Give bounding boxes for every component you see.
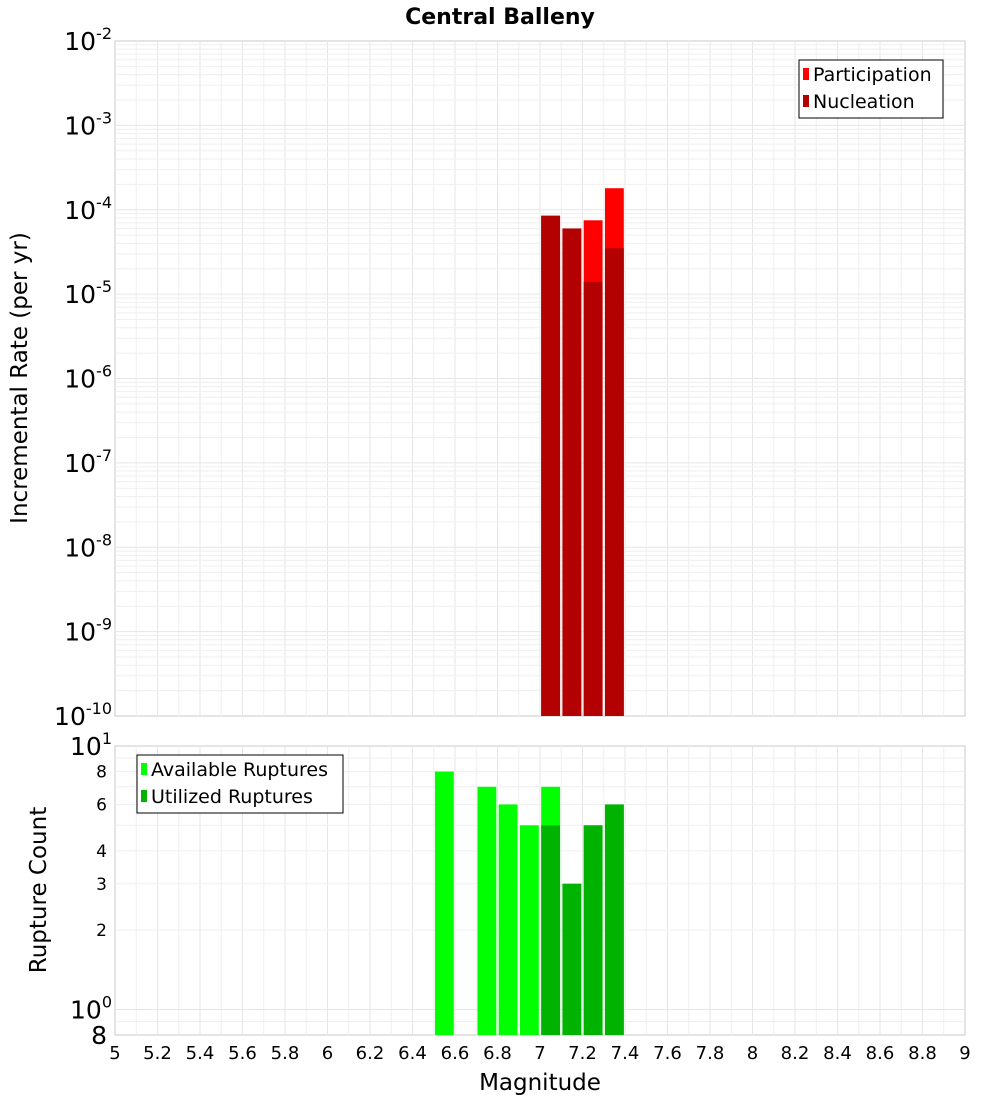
x-tick-label: 8.6 (866, 1043, 895, 1064)
y-tick-label: 100 (70, 992, 112, 1024)
x-tick-label: 6.8 (483, 1043, 512, 1064)
y-tick-label: 10-3 (64, 108, 112, 140)
x-tick-label: 5 (109, 1043, 120, 1064)
legend-frame (798, 59, 944, 119)
utilized-ruptures-bar (562, 883, 582, 1035)
bottom-legend: Available Ruptures Utilized Ruptures (136, 754, 344, 814)
y-tick-label: 10-8 (64, 530, 112, 562)
utilized-ruptures-bar (604, 804, 624, 1035)
nucleation-bar (583, 281, 603, 716)
top-legend: Participation Nucleation (798, 59, 944, 119)
y-tick-label: 101 (70, 729, 112, 761)
x-tick-label: 5.8 (271, 1043, 300, 1064)
available-ruptures-bar (519, 825, 539, 1035)
y-tick-label: 10-5 (64, 277, 112, 309)
x-ticks: 5 5.2 5.4 5.6 5.8 6 6.2 6.4 6.6 6.8 7 7.2 7.4 7.6 7.8 8… (109, 1043, 970, 1064)
x-tick-label: 8.2 (781, 1043, 810, 1064)
x-tick-label: 5.4 (186, 1043, 215, 1064)
x-tick-label: 6.6 (441, 1043, 470, 1064)
x-tick-label: 7.4 (611, 1043, 640, 1064)
y-tick-label: 2 (96, 921, 107, 941)
legend-frame (136, 754, 344, 814)
available-ruptures-bar (477, 786, 497, 1035)
x-tick-label: 9 (959, 1043, 970, 1064)
legend-swatch-available-ruptures (141, 763, 147, 775)
y-tick-label: 10-6 (64, 362, 112, 394)
legend-swatch-participation (803, 68, 809, 80)
y-tick-label: 8 (91, 1021, 107, 1050)
bottom-y-axis-label: Rupture Count (26, 807, 52, 973)
x-tick-label: 6 (322, 1043, 333, 1064)
x-tick-label: 7 (534, 1043, 545, 1064)
legend-label: Available Ruptures (151, 759, 328, 781)
top-y-ticks: 10-2 10-3 10-4 10-5 10-6 10-7 10-8 10-9 10-10 (54, 24, 112, 731)
x-tick-label: 8.4 (823, 1043, 852, 1064)
y-tick-label: 6 (96, 795, 107, 815)
top-grid (115, 41, 965, 716)
y-tick-label: 4 (96, 842, 107, 862)
y-tick-label: 10-2 (64, 24, 112, 56)
legend-label: Nucleation (813, 91, 915, 113)
y-tick-label: 10-9 (64, 615, 112, 647)
x-tick-label: 5.2 (143, 1043, 172, 1064)
legend-label: Utilized Ruptures (151, 786, 313, 808)
top-panel: 10-2 10-3 10-4 10-5 10-6 10-7 10-8 10-9 10-10 In… (7, 24, 966, 731)
nucleation-bar (541, 215, 561, 717)
y-tick-label: 3 (96, 875, 107, 895)
chart-title: Central Balleny (405, 5, 595, 30)
x-tick-label: 7.8 (696, 1043, 725, 1064)
x-tick-label: 7.2 (568, 1043, 597, 1064)
legend-swatch-nucleation (803, 95, 809, 107)
top-bars (541, 188, 624, 717)
x-tick-label: 5.6 (228, 1043, 257, 1064)
top-y-axis-label: Incremental Rate (per yr) (7, 232, 33, 524)
y-tick-label: 10-4 (64, 193, 112, 225)
x-tick-label: 8 (747, 1043, 758, 1064)
x-tick-label: 6.4 (398, 1043, 427, 1064)
nucleation-bar (562, 228, 582, 716)
y-tick-label: 8 (96, 763, 107, 783)
x-tick-label: 7.6 (653, 1043, 682, 1064)
legend-swatch-utilized-ruptures (141, 790, 147, 802)
nucleation-bar (604, 248, 624, 717)
available-ruptures-bar (434, 771, 454, 1035)
y-tick-label: 10-7 (64, 446, 112, 478)
x-tick-label: 6.2 (356, 1043, 385, 1064)
available-ruptures-bar (498, 804, 518, 1035)
x-axis-label: Magnitude (479, 1070, 601, 1096)
bottom-bars (434, 771, 624, 1035)
legend-label: Participation (813, 64, 932, 86)
utilized-ruptures-bar (583, 825, 603, 1035)
utilized-ruptures-bar (541, 825, 561, 1035)
y-tick-label: 10-10 (54, 699, 112, 731)
x-tick-label: 8.8 (908, 1043, 937, 1064)
